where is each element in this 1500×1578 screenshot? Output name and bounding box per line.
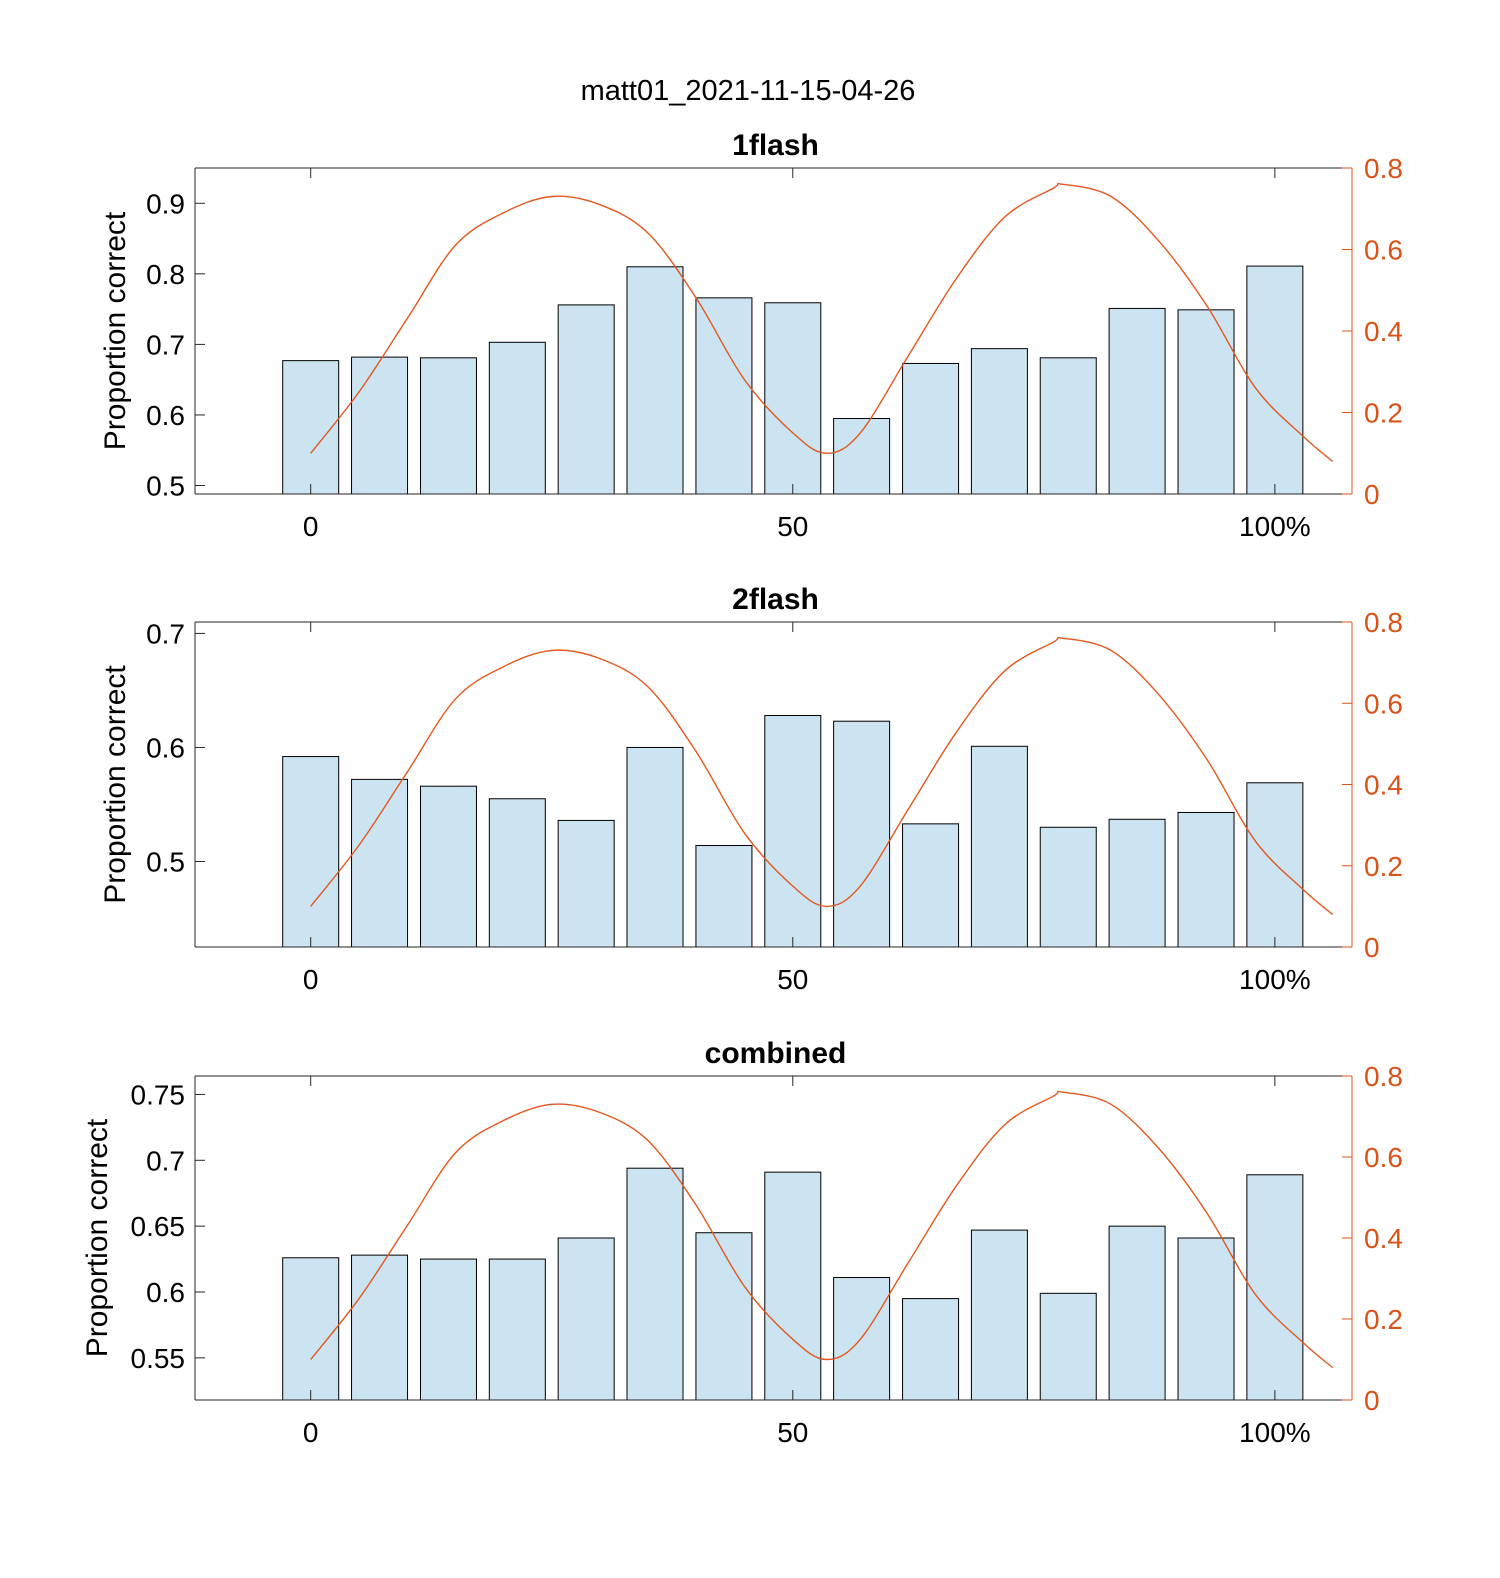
- x-tick-label: 50: [777, 1417, 808, 1448]
- x-tick-label: 100%: [1239, 511, 1311, 542]
- y2-tick-label: 0.6: [1364, 688, 1403, 719]
- y-tick-label: 0.8: [146, 259, 185, 290]
- y2-tick-label: 0.4: [1364, 1223, 1403, 1254]
- y-axis-label: Proportion correct: [81, 1118, 114, 1357]
- subplot-1: 0 50 100% 0.5 0.6 0.7 0.8 0.9 0 0.2 0.4 0.6 0.8 1flas…: [99, 129, 1403, 542]
- figure-title: matt01_2021-11-15-04-26: [581, 75, 916, 107]
- x-tick-label: 50: [777, 964, 808, 995]
- bar: [626, 746, 684, 948]
- bar: [282, 1257, 340, 1401]
- y2-tick-label: 0.8: [1364, 153, 1403, 184]
- line-series: [310, 636, 1334, 916]
- bar: [902, 362, 960, 495]
- bar: [695, 1232, 753, 1401]
- bar: [902, 1298, 960, 1401]
- y-tick-label: 0.7: [146, 329, 185, 360]
- bar: [1108, 818, 1166, 948]
- x-tick-label: 100%: [1239, 1417, 1311, 1448]
- y2-tick-label: 0.2: [1364, 1304, 1403, 1335]
- y-tick-label: 0.75: [131, 1079, 186, 1110]
- bar: [1039, 1292, 1097, 1401]
- bar: [351, 356, 409, 495]
- bar: [351, 778, 409, 948]
- bar: [282, 756, 340, 948]
- y-tick-label: 0.5: [146, 471, 185, 502]
- bar: [419, 785, 477, 948]
- bar: [970, 1229, 1028, 1401]
- y2-tick-label: 0.6: [1364, 1142, 1403, 1173]
- subplot-title: 1flash: [732, 129, 819, 162]
- bar: [488, 798, 546, 948]
- bar: [764, 1171, 822, 1401]
- subplot-title: combined: [705, 1037, 847, 1070]
- bar: [764, 302, 822, 495]
- x-tick-label: 0: [303, 511, 319, 542]
- y2-tick-label: 0: [1364, 479, 1380, 510]
- x-tick-label: 0: [303, 1417, 319, 1448]
- y2-tick-label: 0.4: [1364, 770, 1403, 801]
- bar: [1177, 309, 1235, 495]
- subplot-2: 0 50 100% 0.5 0.6 0.7 0 0.2 0.4 0.6 0.8 2flash Propo…: [99, 583, 1403, 995]
- y-tick-label: 0.5: [146, 846, 185, 877]
- x-tick-label: 100%: [1239, 964, 1311, 995]
- bar: [419, 1258, 477, 1401]
- bar: [282, 360, 340, 495]
- bar: [1177, 811, 1235, 948]
- line-series: [310, 182, 1334, 462]
- bar: [970, 745, 1028, 948]
- y2-tick-label: 0.8: [1364, 607, 1403, 638]
- bar: [902, 823, 960, 948]
- x-tick-label: 50: [777, 511, 808, 542]
- y-tick-label: 0.7: [146, 618, 185, 649]
- bar: [557, 304, 615, 495]
- y-tick-label: 0.6: [146, 400, 185, 431]
- bar: [695, 845, 753, 948]
- line-series: [310, 1090, 1334, 1369]
- bar: [626, 1167, 684, 1401]
- y-tick-label: 0.6: [146, 1277, 185, 1308]
- bar: [557, 1237, 615, 1401]
- bar: [1246, 1174, 1304, 1401]
- y2-tick-label: 0.4: [1364, 316, 1403, 347]
- bar: [351, 1254, 409, 1401]
- y2-tick-label: 0.2: [1364, 398, 1403, 429]
- bar: [1108, 307, 1166, 495]
- bar: [488, 341, 546, 495]
- y-tick-label: 0.7: [146, 1145, 185, 1176]
- y-axis-label: Proportion correct: [99, 665, 132, 904]
- y-axis-label: Proportion correct: [99, 211, 132, 450]
- bar: [833, 720, 891, 948]
- bar: [1039, 826, 1097, 948]
- y-tick-label: 0.65: [131, 1211, 186, 1242]
- y-tick-label: 0.6: [146, 732, 185, 763]
- y-tick-label: 0.9: [146, 188, 185, 219]
- bar: [488, 1258, 546, 1401]
- y2-tick-label: 0.2: [1364, 851, 1403, 882]
- bar: [970, 348, 1028, 495]
- y2-tick-label: 0: [1364, 932, 1380, 963]
- y-tick-label: 0.55: [131, 1343, 186, 1374]
- bar: [626, 266, 684, 495]
- bar: [419, 357, 477, 495]
- x-tick-label: 0: [303, 964, 319, 995]
- y2-tick-label: 0.8: [1364, 1061, 1403, 1092]
- y2-tick-label: 0: [1364, 1385, 1380, 1416]
- bar: [764, 715, 822, 948]
- bar: [1246, 782, 1304, 948]
- bar: [833, 418, 891, 495]
- bar: [1246, 265, 1304, 495]
- bar: [1108, 1225, 1166, 1401]
- bar: [695, 297, 753, 495]
- bar: [1039, 357, 1097, 495]
- subplot-title: 2flash: [732, 583, 819, 616]
- y2-tick-label: 0.6: [1364, 235, 1403, 266]
- subplot-3: 0 50 100% 0.55 0.6 0.65 0.7 0.75 0 0.2 0.4 0.6 0.8 co…: [81, 1037, 1403, 1448]
- bar: [557, 819, 615, 948]
- bar: [1177, 1237, 1235, 1401]
